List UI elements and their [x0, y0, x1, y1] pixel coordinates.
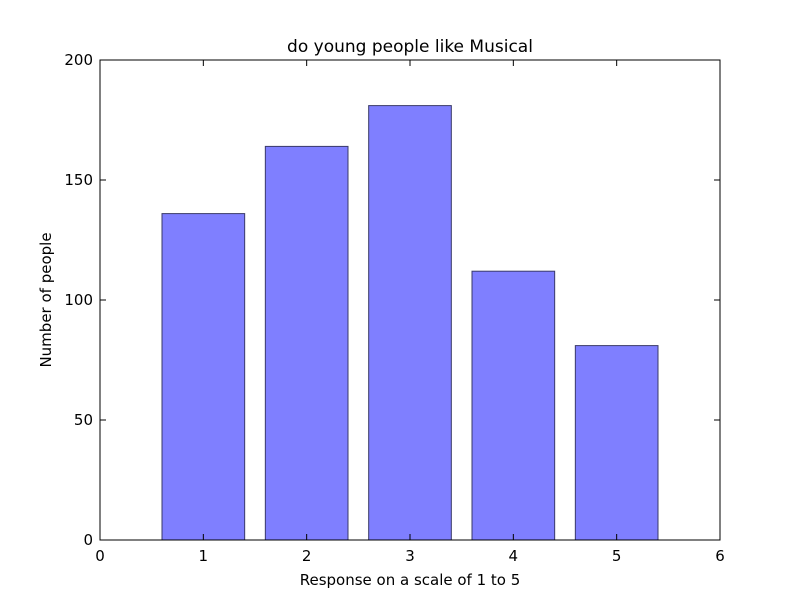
y-tick-label-0: 0 — [83, 531, 93, 549]
bars-group — [161, 105, 659, 541]
bar-3 — [368, 105, 452, 541]
y-tick-label-100: 100 — [64, 291, 93, 309]
y-axis-ticks: 0 50 100 150 200 — [64, 51, 720, 549]
x-tick-label-0: 0 — [95, 547, 105, 565]
x-tick-label-5: 5 — [612, 547, 622, 565]
x-tick-label-2: 2 — [302, 547, 312, 565]
y-axis-label: Number of people — [37, 232, 55, 367]
x-tick-label-1: 1 — [199, 547, 209, 565]
bar-5 — [574, 345, 659, 541]
x-tick-label-6: 6 — [715, 547, 725, 565]
x-tick-label-3: 3 — [405, 547, 415, 565]
plot-frame — [99, 59, 721, 541]
x-tick-label-4: 4 — [509, 547, 519, 565]
bar-4 — [471, 270, 556, 541]
chart-title: do young people like Musical — [287, 37, 533, 57]
y-tick-label-50: 50 — [74, 411, 93, 429]
bar-2 — [264, 145, 349, 541]
bar-1 — [161, 213, 246, 541]
y-tick-label-150: 150 — [64, 171, 93, 189]
y-tick-label-200: 200 — [64, 51, 93, 69]
x-axis-ticks: 0 1 2 3 4 5 6 — [95, 60, 725, 565]
x-axis-label: Response on a scale of 1 to 5 — [300, 571, 521, 589]
